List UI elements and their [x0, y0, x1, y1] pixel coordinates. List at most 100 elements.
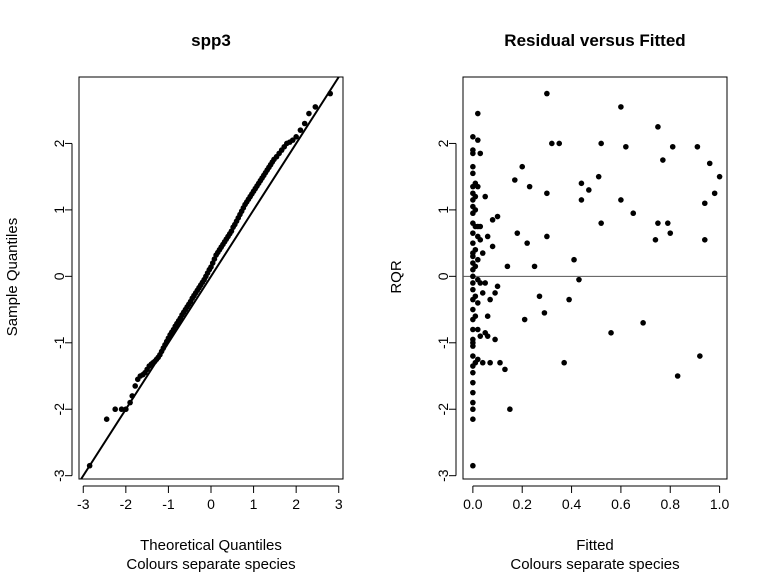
- data-point: [484, 233, 491, 240]
- data-point: [571, 256, 577, 263]
- data-point: [470, 240, 476, 246]
- data-point: [470, 163, 476, 170]
- y-tick-label: -2: [51, 403, 67, 416]
- data-point: [475, 183, 481, 190]
- data-point: [487, 296, 493, 303]
- data-point: [504, 263, 511, 270]
- data-point: [618, 197, 624, 203]
- x-tick-label: 3: [335, 496, 343, 512]
- data-point: [578, 180, 585, 187]
- data-point: [103, 416, 110, 422]
- x-tick-label: 0: [207, 496, 215, 512]
- qq-reference-line: [80, 76, 340, 480]
- data-point: [578, 197, 585, 203]
- data-point: [479, 359, 486, 366]
- data-point: [297, 127, 304, 133]
- residual-x-label: Fitted: [576, 537, 614, 554]
- data-point: [595, 173, 602, 180]
- data-point: [630, 210, 637, 217]
- data-point: [544, 190, 550, 197]
- x-tick-label: 0.6: [611, 496, 631, 512]
- data-point: [549, 140, 555, 147]
- data-point: [477, 236, 484, 243]
- x-tick-label: 1.0: [710, 496, 730, 512]
- data-point: [514, 230, 521, 236]
- y-tick-label: 2: [435, 139, 451, 147]
- data-point: [470, 399, 476, 406]
- data-point: [306, 110, 312, 117]
- data-point: [489, 217, 496, 223]
- data-point: [664, 220, 671, 226]
- data-point: [470, 339, 476, 346]
- data-point: [544, 90, 550, 97]
- x-tick-label: 0.4: [562, 496, 582, 512]
- residual-y-label: RQR: [388, 260, 405, 294]
- data-point: [492, 290, 498, 296]
- data-point: [669, 143, 676, 150]
- data-point: [566, 296, 572, 303]
- data-point: [694, 143, 701, 150]
- y-tick-label: 0: [435, 272, 451, 280]
- data-point: [701, 236, 708, 243]
- data-point: [655, 124, 661, 130]
- data-point: [623, 143, 629, 150]
- data-point: [312, 104, 319, 110]
- data-point: [470, 406, 476, 413]
- data-point: [127, 399, 133, 406]
- data-point: [494, 283, 501, 290]
- residual-x-sublabel: Colours separate species: [510, 556, 679, 573]
- x-tick-label: -1: [162, 496, 175, 512]
- qq-points: [86, 90, 334, 469]
- y-tick-label: 1: [435, 206, 451, 214]
- data-point: [470, 306, 476, 313]
- data-point: [123, 406, 129, 413]
- data-point: [470, 147, 476, 153]
- data-point: [301, 120, 308, 127]
- residual-x-axis: 0.0 0.2 0.4 0.6 0.8 1.0: [463, 485, 730, 512]
- x-tick-label: 0.8: [661, 496, 681, 512]
- data-point: [132, 383, 139, 389]
- data-point: [470, 326, 476, 333]
- data-point: [667, 230, 674, 236]
- data-point: [531, 263, 538, 270]
- data-point: [502, 366, 508, 373]
- data-point: [512, 177, 518, 183]
- data-point: [484, 333, 491, 339]
- data-point: [475, 256, 481, 263]
- data-point: [674, 373, 681, 379]
- data-point: [524, 240, 530, 246]
- data-point: [660, 157, 666, 163]
- qq-panel: spp3 Theoretical Quantiles Colours separ…: [4, 31, 344, 573]
- x-tick-label: 0.2: [512, 496, 532, 512]
- data-point: [711, 190, 718, 197]
- data-point: [586, 187, 592, 193]
- x-tick-label: 1: [250, 496, 258, 512]
- qq-plot-frame: [78, 76, 344, 480]
- qq-x-sublabel: Colours separate species: [126, 556, 295, 573]
- data-point: [541, 310, 548, 316]
- data-point: [470, 253, 476, 260]
- data-point: [521, 316, 528, 323]
- y-tick-label: 1: [51, 206, 67, 214]
- y-tick-label: -3: [435, 469, 451, 482]
- data-point: [618, 104, 624, 110]
- data-point: [470, 379, 476, 386]
- x-tick-label: 2: [292, 496, 300, 512]
- data-point: [561, 359, 567, 366]
- data-point: [472, 193, 479, 200]
- y-tick-label: 0: [51, 272, 67, 280]
- data-point: [470, 353, 476, 359]
- x-tick-label: -3: [77, 496, 90, 512]
- data-point: [129, 393, 136, 399]
- data-point: [716, 173, 723, 180]
- data-point: [608, 330, 614, 336]
- data-point: [477, 223, 484, 230]
- qq-x-axis: -3 -2 -1 0 1 2 3: [77, 485, 343, 512]
- residual-panel: Residual versus Fitted Fitted Colours se…: [388, 31, 730, 573]
- data-point: [536, 293, 543, 300]
- data-point: [640, 320, 646, 326]
- data-point: [470, 462, 476, 469]
- data-point: [475, 300, 481, 306]
- data-point: [487, 359, 493, 366]
